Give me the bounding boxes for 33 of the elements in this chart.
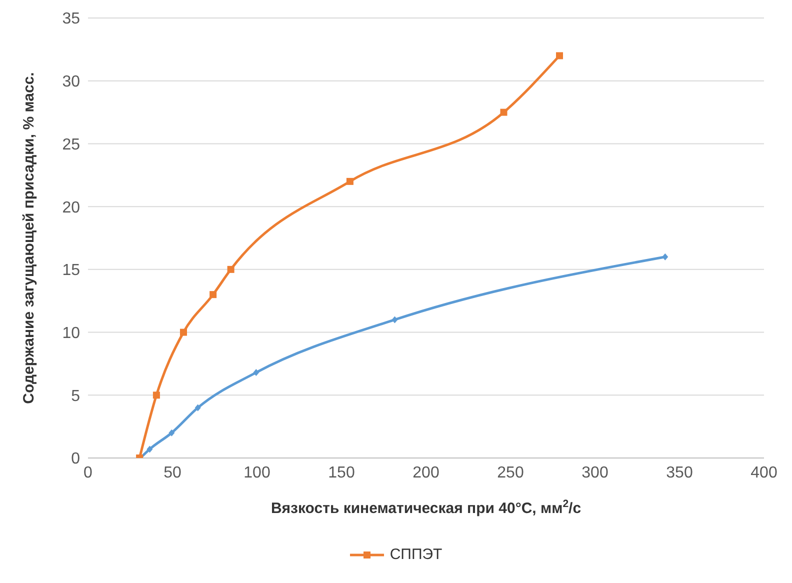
point bbox=[662, 253, 668, 260]
y-axis-title: Содержание загущающей присадки, % масс. bbox=[20, 72, 38, 404]
legend-label: СППЭТ bbox=[390, 546, 442, 563]
x-tick-label: 50 bbox=[164, 464, 182, 482]
point bbox=[210, 291, 217, 298]
y-tick-label: 15 bbox=[62, 262, 80, 280]
x-tick-label: 400 bbox=[750, 464, 778, 482]
x-tick-label: 350 bbox=[666, 464, 693, 482]
x-tick-label: 300 bbox=[582, 464, 608, 482]
point bbox=[180, 328, 187, 336]
y-tick-label: 10 bbox=[62, 324, 80, 342]
y-tick-label: 30 bbox=[62, 74, 80, 91]
y-tick-label: 20 bbox=[62, 199, 80, 216]
point bbox=[500, 108, 508, 116]
y-tick-label: 0 bbox=[71, 450, 80, 468]
point bbox=[194, 404, 201, 412]
x-axis-title: Вязкость кинематическая при 40°C, мм$^{2}$/с bbox=[270, 498, 582, 517]
point bbox=[556, 52, 564, 60]
point bbox=[152, 392, 160, 399]
x-tick-label: 250 bbox=[497, 464, 524, 482]
y-tick-label: 25 bbox=[62, 136, 80, 154]
point bbox=[392, 316, 398, 324]
point bbox=[227, 266, 234, 273]
point bbox=[146, 446, 153, 453]
point bbox=[253, 369, 260, 376]
x-tick-label: 200 bbox=[412, 464, 440, 482]
y-tick-label: 5 bbox=[71, 388, 80, 405]
point bbox=[168, 429, 175, 436]
point bbox=[346, 178, 354, 185]
y-tick-label: 35 bbox=[62, 10, 80, 28]
x-tick-label: 150 bbox=[328, 464, 355, 482]
x-tick-label: 0 bbox=[84, 464, 93, 482]
x-tick-label: 100 bbox=[244, 464, 270, 482]
